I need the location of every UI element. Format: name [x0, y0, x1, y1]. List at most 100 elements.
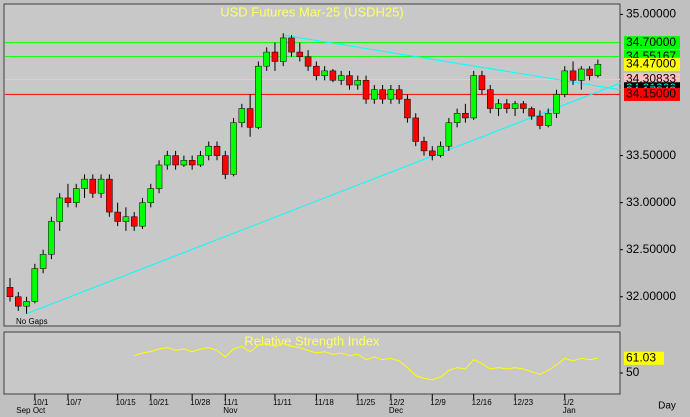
candle-body — [48, 221, 55, 255]
candle-body — [213, 145, 221, 156]
candle-body — [39, 254, 47, 269]
chart-title: USD Futures Mar-25 (USDH25) — [220, 4, 404, 19]
candle-body — [528, 108, 535, 117]
x-tick-label: 11/1 — [223, 398, 239, 407]
candle-body — [15, 296, 22, 307]
candle-body — [594, 64, 602, 76]
candle-body — [578, 68, 585, 81]
candle-body — [97, 178, 105, 194]
candle-body — [470, 75, 477, 119]
candle-body — [412, 117, 419, 142]
candle-body — [279, 37, 287, 62]
indicator-value-box — [624, 351, 664, 365]
candle-body — [246, 108, 254, 128]
x-tick-label: 11/18 — [314, 398, 334, 407]
candle-body — [271, 51, 279, 62]
candle-body — [89, 178, 97, 194]
candle-body — [130, 216, 138, 227]
x-tick-label: 1/2 — [563, 398, 575, 407]
candle-body — [478, 75, 486, 90]
candle-body — [437, 145, 444, 156]
candle-body — [569, 70, 577, 81]
indicator-panel — [3, 331, 621, 395]
candle-body — [354, 80, 362, 86]
level-label-box — [624, 87, 680, 101]
candle-body — [362, 80, 370, 100]
candle-body — [56, 197, 63, 222]
level-label-box — [624, 57, 680, 71]
candle-body — [72, 188, 80, 203]
candle-body — [387, 89, 395, 100]
candle-body — [6, 287, 14, 298]
candle-body — [197, 155, 204, 166]
x-tick-label: 10/15 — [116, 398, 137, 407]
level-label-box — [624, 36, 680, 50]
candle-body — [379, 89, 386, 100]
candle-body — [147, 188, 155, 203]
candle-body — [586, 68, 593, 76]
level-label: 34.70000 — [626, 35, 676, 49]
month-label: Jan — [563, 406, 576, 415]
candle-body — [337, 75, 345, 81]
note: No Gaps — [16, 317, 48, 326]
candle-body — [23, 301, 30, 307]
candle-body — [371, 89, 378, 100]
candle-body — [205, 145, 212, 156]
x-tick-label: 10/21 — [149, 398, 170, 407]
candle-body — [495, 103, 502, 109]
candle-body — [172, 155, 179, 166]
candle-body — [114, 211, 121, 222]
x-tick-label: 10/28 — [190, 398, 211, 407]
candle-body — [453, 112, 461, 123]
level-label: 34.47000 — [626, 56, 676, 70]
level-label: 34.30833 — [626, 72, 676, 86]
x-tick-label: 12/2 — [389, 398, 405, 407]
candle-body — [106, 178, 113, 213]
x-tick-label: 11/25 — [356, 398, 376, 407]
candle-body — [321, 70, 328, 76]
candle-body — [520, 103, 527, 109]
y-tick-label: 33.50000 — [626, 148, 676, 162]
x-tick-label: 12/16 — [472, 398, 493, 407]
candle-body — [288, 37, 295, 53]
candle-body — [346, 75, 353, 86]
period: Day — [658, 401, 676, 412]
candle-body — [164, 155, 171, 166]
candle-body — [553, 94, 560, 114]
x-tick-label: 11/11 — [273, 398, 292, 407]
candle-body — [420, 141, 428, 152]
candle-body — [395, 89, 403, 100]
candle-body — [404, 98, 411, 119]
x-tick-label: 12/9 — [430, 398, 446, 407]
candle-body — [263, 51, 270, 67]
candle-body — [31, 268, 39, 302]
month-label: Dec — [389, 406, 403, 415]
candle-body — [429, 150, 436, 156]
candle-body — [230, 122, 237, 175]
candle-body — [561, 70, 569, 95]
indicator-value-label: 61.03 — [626, 350, 656, 364]
x-tick-label: 10/7 — [66, 398, 82, 407]
candle-body — [536, 115, 544, 126]
month-label: Oct — [33, 406, 46, 415]
candle-body — [304, 56, 312, 67]
candle-body — [296, 51, 304, 58]
x-tick-label: 10/1 — [33, 398, 49, 407]
main-panel — [3, 3, 621, 327]
y-tick-label: 50 — [626, 365, 640, 379]
indicator-title: Relative Strength Index — [244, 333, 380, 348]
candle-body — [64, 197, 72, 203]
candle-body — [180, 160, 188, 166]
candle-body — [155, 164, 163, 189]
y-tick-label: 32.00000 — [626, 289, 676, 303]
x-tick-label: 12/23 — [513, 398, 534, 407]
candle-body — [462, 112, 469, 119]
y-tick-label: 35.00000 — [626, 7, 676, 21]
month-label: Sep — [16, 406, 31, 415]
month-label: Nov — [223, 406, 237, 415]
candle-body — [313, 65, 320, 76]
level-label: 34.15000 — [626, 87, 676, 101]
candle-body — [511, 103, 519, 109]
candle-body — [139, 202, 146, 227]
